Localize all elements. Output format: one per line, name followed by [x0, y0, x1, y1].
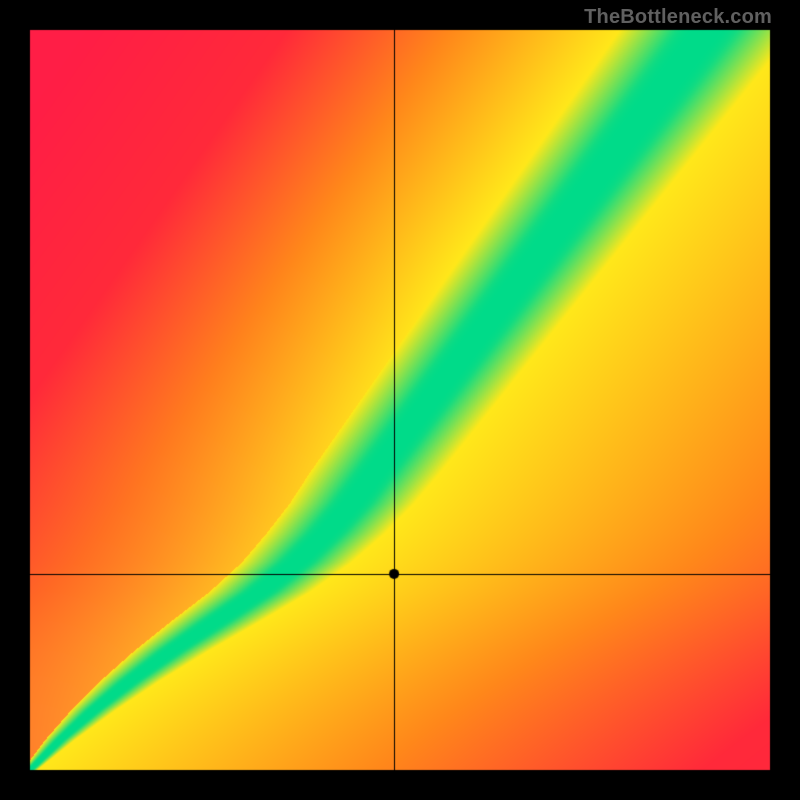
watermark-text: TheBottleneck.com [584, 6, 772, 29]
heatmap-canvas [0, 0, 800, 800]
chart-container: TheBottleneck.com [0, 0, 800, 800]
